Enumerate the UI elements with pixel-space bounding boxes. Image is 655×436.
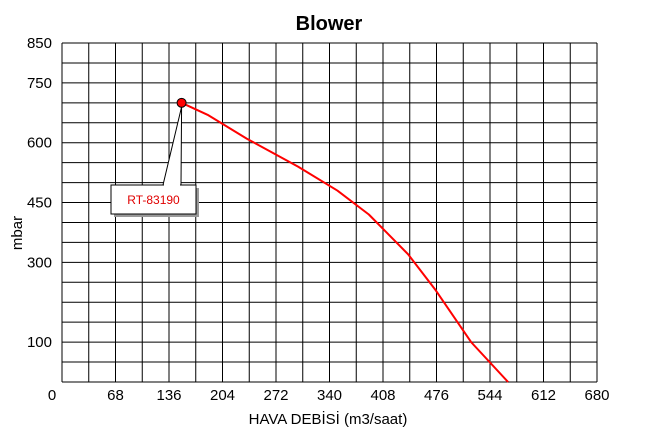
y-axis-ticks: 100 300 450 600 750 850 [27,35,52,351]
x-tick-label: 408 [370,387,395,404]
callout-box [110,184,197,215]
y-tick-label: 300 [27,254,52,271]
x-tick-label: 476 [424,387,449,404]
chart-title: Blower [296,13,363,35]
x-tick-label: 612 [531,387,556,404]
x-axis-ticks: 0 68 136 204 272 340 408 476 544 612 680 [48,387,610,404]
series-callout: RT-83190 [110,106,199,217]
callout-pointer [162,106,183,186]
x-tick-label: 272 [263,387,288,404]
callout-label: RT-83190 [127,193,180,207]
y-tick-label: 850 [27,35,52,52]
x-tick-label: 68 [107,387,124,404]
series-marker [176,97,187,108]
y-tick-label: 100 [27,334,52,351]
y-tick-label: 450 [27,195,52,212]
series-layer [176,97,509,383]
y-axis-label: mbar [9,216,26,250]
x-tick-label: 544 [477,387,502,404]
y-tick-label: 750 [27,75,52,92]
x-axis-label: HAVA DEBİSİ (m3/saat) [249,410,408,428]
x-tick-label: 136 [156,387,181,404]
x-tick-label: 680 [584,387,609,404]
x-tick-label: 204 [210,387,235,404]
x-tick-label: 340 [317,387,342,404]
x-tick-label: 0 [48,387,56,404]
y-tick-label: 600 [27,135,52,152]
